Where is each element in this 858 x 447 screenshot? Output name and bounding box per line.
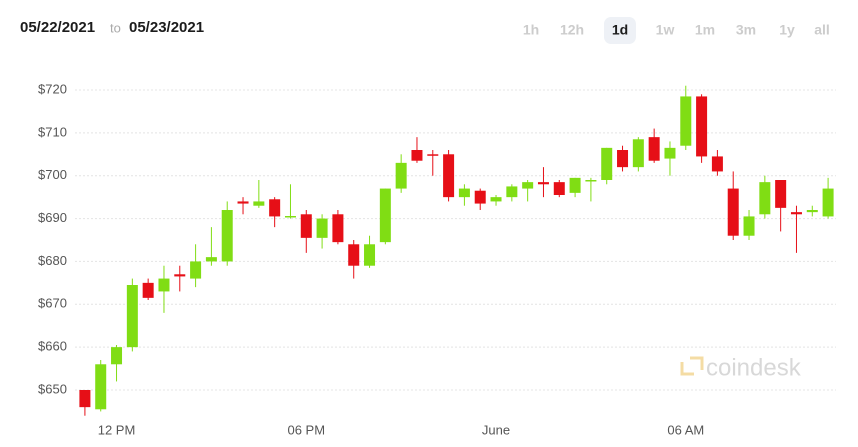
candle-body — [284, 216, 296, 218]
candle-body — [569, 177, 581, 193]
candle-body — [522, 182, 534, 189]
candle-body — [474, 190, 486, 204]
candle-body — [506, 186, 518, 198]
candle-body — [680, 96, 692, 146]
candle-body — [142, 282, 154, 298]
candle-body — [332, 214, 344, 243]
y-tick-label: $690 — [38, 210, 67, 225]
candle-body — [443, 154, 455, 198]
candle-body — [126, 285, 138, 348]
candle-body — [364, 244, 376, 266]
y-tick-label: $720 — [38, 81, 67, 96]
x-tick-label: June — [482, 422, 510, 437]
candle-body — [822, 188, 834, 217]
y-tick-label: $670 — [38, 296, 67, 311]
candle-body — [601, 147, 613, 180]
range-button-label[interactable]: 1h — [523, 22, 539, 38]
candle-body — [348, 244, 360, 266]
watermark-text: coindesk — [706, 354, 802, 381]
candle-body — [727, 188, 739, 236]
candle-body — [458, 188, 470, 198]
candle-body — [759, 182, 771, 215]
candle-body — [775, 180, 787, 208]
candle-body — [300, 214, 312, 238]
candle-body — [648, 137, 660, 161]
candle-body — [95, 364, 107, 410]
candle-body — [632, 139, 644, 168]
candle-body — [806, 210, 818, 213]
candle-body — [237, 201, 249, 204]
date-separator: to — [110, 20, 121, 35]
candle-body — [395, 162, 407, 189]
x-tick-label: 06 AM — [667, 422, 704, 437]
range-button-label[interactable]: 1d — [612, 22, 628, 38]
range-button-label[interactable]: 1w — [656, 22, 675, 38]
candle-body — [253, 201, 265, 206]
candle-body — [696, 96, 708, 157]
candle-body — [537, 182, 549, 185]
candle-body — [269, 199, 281, 217]
x-tick-label: 12 PM — [98, 422, 136, 437]
candle-body — [585, 180, 597, 182]
candle-body — [743, 216, 755, 236]
candle-body — [79, 390, 91, 408]
candle-body — [158, 278, 170, 292]
range-button[interactable]: all — [814, 22, 830, 38]
range-button[interactable]: 1w — [656, 22, 675, 38]
range-button[interactable]: 1y — [779, 22, 795, 38]
y-tick-label: $700 — [38, 167, 67, 182]
y-tick-label: $660 — [38, 339, 67, 354]
range-button[interactable]: 3m — [736, 22, 756, 38]
range-button[interactable]: 1h — [523, 22, 539, 38]
candle-body — [490, 197, 502, 202]
range-button[interactable]: 12h — [560, 22, 584, 38]
candle-body — [411, 150, 423, 161]
candle-body — [111, 347, 123, 365]
x-tick-label: 06 PM — [287, 422, 325, 437]
candle-body — [316, 218, 328, 238]
y-tick-label: $650 — [38, 381, 67, 396]
range-button-label[interactable]: 1y — [779, 22, 795, 38]
candle-body — [790, 212, 802, 215]
candle-body — [427, 154, 439, 156]
candle-body — [553, 182, 565, 195]
candle-body — [174, 274, 186, 277]
candle-body — [205, 257, 217, 262]
y-tick-label: $710 — [38, 124, 67, 139]
y-tick-label: $680 — [38, 253, 67, 268]
watermark-logo — [680, 356, 704, 376]
candle-body — [711, 156, 723, 172]
date-from: 05/22/2021 — [20, 19, 95, 36]
range-button-label[interactable]: 12h — [560, 22, 584, 38]
range-button-bg — [604, 17, 636, 44]
range-button-label[interactable]: all — [814, 22, 830, 38]
range-button[interactable]: 1d — [604, 17, 636, 44]
candle-body — [221, 210, 233, 262]
candle-body — [379, 188, 391, 243]
range-button-label[interactable]: 1m — [695, 22, 715, 38]
candle-body — [617, 150, 629, 168]
watermark: coindesk — [680, 354, 802, 381]
range-button[interactable]: 1m — [695, 22, 715, 38]
candle-body — [664, 147, 676, 159]
candle-body — [190, 261, 202, 279]
range-button-label[interactable]: 3m — [736, 22, 756, 38]
date-to: 05/23/2021 — [129, 19, 204, 36]
